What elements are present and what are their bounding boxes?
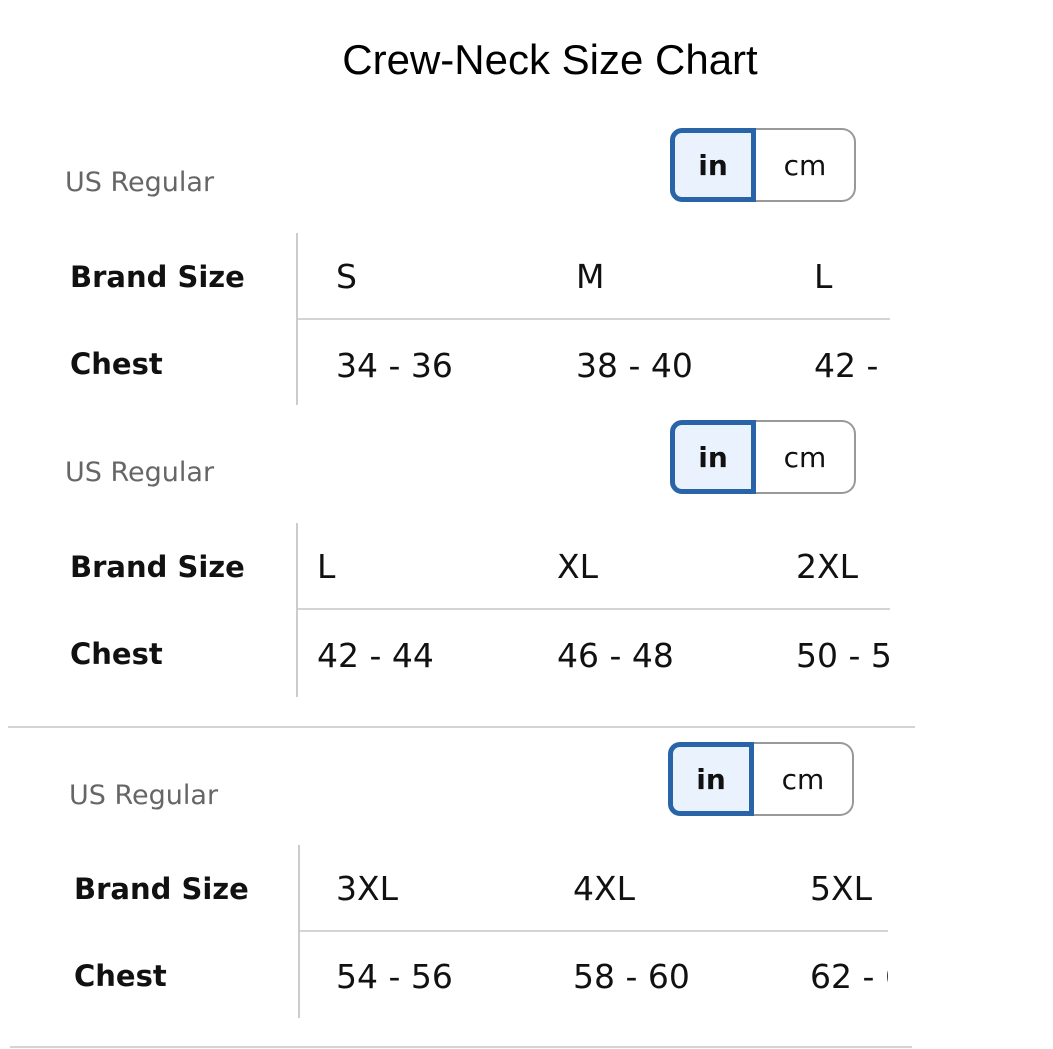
row-divider: [298, 318, 890, 320]
unit-in-button[interactable]: in: [670, 128, 756, 202]
region-label: US Regular: [65, 457, 215, 488]
section-divider: [8, 726, 915, 728]
chest-cell: 58 - 60: [573, 957, 690, 996]
row-label-brand-size: Brand Size: [70, 550, 245, 584]
chest-cell: 42 - 44: [814, 346, 890, 385]
chest-cell: 50 - 52: [796, 636, 890, 675]
size-cell: 3XL: [336, 869, 398, 908]
row-label-brand-size: Brand Size: [70, 260, 245, 294]
row-divider: [300, 930, 888, 932]
row-label-brand-size: Brand Size: [74, 872, 249, 906]
size-table: S M L 34 - 36 38 - 40 42 - 44: [298, 250, 890, 390]
page-title: Crew-Neck Size Chart: [342, 36, 758, 83]
chest-cell: 46 - 48: [557, 636, 674, 675]
chest-cell: 38 - 40: [576, 346, 693, 385]
chest-cell: 54 - 56: [336, 957, 453, 996]
row-label-chest: Chest: [70, 347, 163, 381]
chest-cell: 34 - 36: [336, 346, 453, 385]
size-table: L XL 2XL 42 - 44 46 - 48 50 - 52: [298, 540, 890, 680]
row-label-chest: Chest: [70, 637, 163, 671]
region-label: US Regular: [65, 167, 215, 198]
size-cell: 4XL: [573, 869, 635, 908]
unit-cm-button[interactable]: cm: [756, 128, 856, 202]
unit-cm-button[interactable]: cm: [754, 742, 854, 816]
size-cell: 5XL: [810, 869, 872, 908]
size-table: 3XL 4XL 5XL 54 - 56 58 - 60 62 - 64: [300, 862, 888, 1002]
column-divider: [296, 233, 298, 405]
region-label: US Regular: [69, 780, 219, 811]
size-cell: 2XL: [796, 547, 858, 586]
column-divider: [296, 523, 298, 697]
chest-cell: 42 - 44: [317, 636, 434, 675]
unit-toggle[interactable]: in cm: [670, 128, 856, 202]
column-divider: [298, 845, 300, 1018]
unit-toggle[interactable]: in cm: [670, 420, 856, 494]
size-cell: L: [317, 547, 336, 586]
size-cell: L: [814, 257, 833, 296]
size-cell: S: [336, 257, 357, 296]
size-cell: M: [576, 257, 605, 296]
unit-toggle[interactable]: in cm: [668, 742, 854, 816]
unit-in-button[interactable]: in: [670, 420, 756, 494]
unit-in-button[interactable]: in: [668, 742, 754, 816]
row-divider: [298, 608, 890, 610]
section-divider: [10, 1046, 912, 1048]
unit-cm-button[interactable]: cm: [756, 420, 856, 494]
chest-cell: 62 - 64: [810, 957, 888, 996]
size-cell: XL: [557, 547, 598, 586]
row-label-chest: Chest: [74, 959, 167, 993]
